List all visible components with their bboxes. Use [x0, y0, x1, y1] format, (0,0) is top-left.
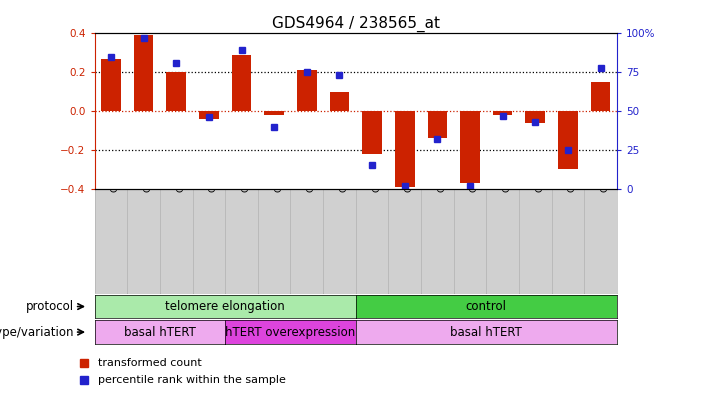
- Text: telomere elongation: telomere elongation: [165, 300, 285, 313]
- Text: GSM1019103: GSM1019103: [274, 128, 283, 192]
- Text: GSM1019108: GSM1019108: [568, 129, 577, 192]
- Text: transformed count: transformed count: [98, 358, 202, 368]
- Bar: [101, 59, 121, 111]
- Bar: [428, 111, 447, 138]
- Text: basal hTERT: basal hTERT: [450, 325, 522, 339]
- Bar: [395, 111, 414, 187]
- Text: GSM1019110: GSM1019110: [111, 129, 120, 192]
- Text: protocol: protocol: [26, 300, 74, 313]
- Text: hTERT overexpression: hTERT overexpression: [225, 325, 355, 339]
- Bar: [591, 82, 611, 111]
- Bar: [199, 111, 219, 119]
- Bar: [166, 72, 186, 111]
- Text: GSM1019106: GSM1019106: [503, 129, 512, 192]
- Text: GSM1019112: GSM1019112: [176, 129, 185, 192]
- Bar: [264, 111, 284, 115]
- Bar: [362, 111, 382, 154]
- Text: GSM1019107: GSM1019107: [536, 129, 544, 192]
- Text: GSM1019100: GSM1019100: [437, 129, 447, 192]
- Bar: [460, 111, 479, 183]
- Title: GDS4964 / 238565_at: GDS4964 / 238565_at: [272, 16, 440, 32]
- Bar: [232, 55, 251, 111]
- Text: control: control: [466, 300, 507, 313]
- Text: GSM1019111: GSM1019111: [144, 129, 153, 192]
- Text: GSM1019101: GSM1019101: [470, 129, 479, 192]
- Text: GSM1019109: GSM1019109: [601, 129, 610, 192]
- Text: GSM1019104: GSM1019104: [307, 129, 315, 192]
- Text: genotype/variation: genotype/variation: [0, 325, 74, 339]
- Text: GSM1019113: GSM1019113: [209, 128, 218, 192]
- Bar: [493, 111, 512, 115]
- Text: GSM1019102: GSM1019102: [242, 129, 250, 192]
- Text: GSM1019099: GSM1019099: [404, 129, 414, 192]
- Text: GSM1019098: GSM1019098: [372, 129, 381, 192]
- Bar: [329, 92, 349, 111]
- Bar: [558, 111, 578, 169]
- Bar: [134, 35, 154, 111]
- Bar: [526, 111, 545, 123]
- Bar: [297, 70, 317, 111]
- Text: percentile rank within the sample: percentile rank within the sample: [98, 375, 286, 386]
- Text: basal hTERT: basal hTERT: [124, 325, 196, 339]
- Text: GSM1019105: GSM1019105: [339, 129, 348, 192]
